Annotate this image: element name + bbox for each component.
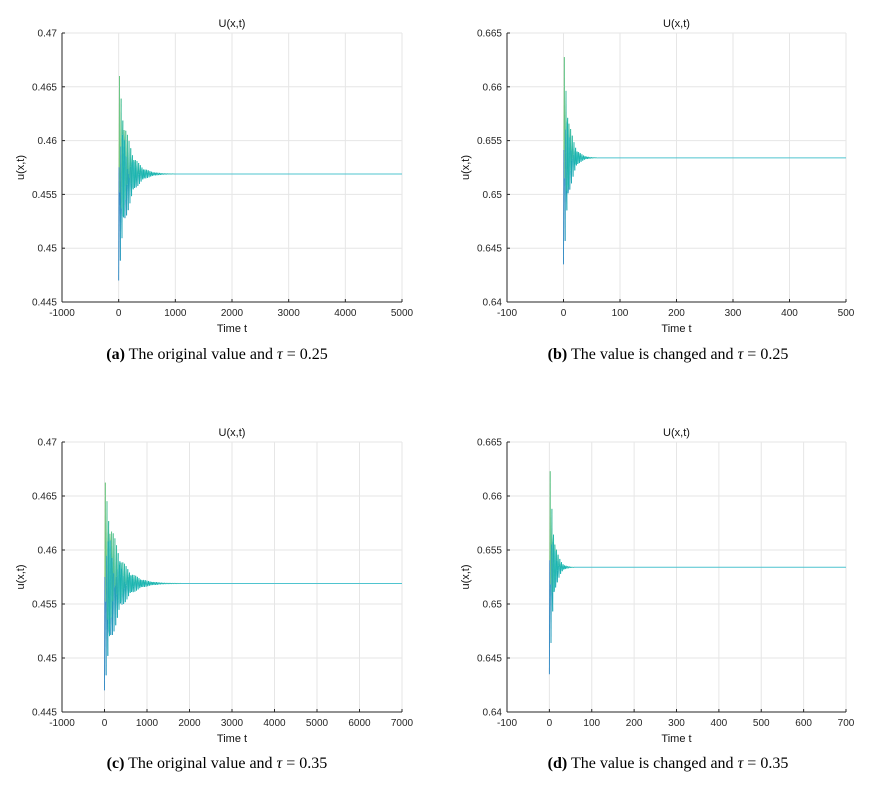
x-tick-label: 6000 (348, 718, 371, 729)
y-tick-label: 0.65 (483, 600, 503, 611)
x-tick-label: 500 (753, 718, 770, 729)
data-series-curve (563, 57, 846, 265)
y-tick-label: 0.47 (38, 29, 58, 40)
x-tick-label: 3000 (278, 308, 301, 319)
caption-text: The value is changed and (570, 346, 734, 363)
x-tick-label: 1000 (164, 308, 187, 319)
x-tick-label: 3000 (221, 718, 244, 729)
y-tick-label: 0.45 (38, 244, 58, 255)
x-tick-label: 600 (795, 718, 812, 729)
chart-panel-b: -100 0 100 200 300 400 500 0.64 0.645 0.65 0.655 0.… (460, 18, 855, 335)
x-tick-label: 4000 (334, 308, 357, 319)
y-axis-label: u(x,t) (460, 564, 472, 589)
x-tick-label: 700 (838, 718, 855, 729)
x-tick-label: 2000 (221, 308, 244, 319)
y-tick-label: 0.45 (38, 654, 58, 665)
x-tick-label: 4000 (263, 718, 286, 729)
x-tick-label: -100 (497, 718, 517, 729)
x-tick-label: 300 (668, 718, 685, 729)
x-tick-label: 5000 (391, 308, 414, 319)
y-axis-label: u(x,t) (460, 155, 472, 180)
x-tick-label: 100 (612, 308, 629, 319)
caption-tau: τ (276, 755, 283, 772)
x-tick-label: 5000 (306, 718, 329, 729)
x-tick-label: -1000 (49, 718, 75, 729)
caption-text: The value is changed and (570, 755, 734, 772)
data-series-curve (548, 471, 846, 675)
caption-tau: τ (277, 346, 283, 363)
x-tick-label: 0 (102, 718, 108, 729)
y-tick-label: 0.465 (32, 82, 57, 93)
y-tick-label: 0.645 (477, 244, 502, 255)
caption-tau: τ (737, 755, 744, 772)
x-tick-label: 2000 (178, 718, 201, 729)
x-tick-label: 200 (668, 308, 685, 319)
y-tick-label: 0.47 (38, 438, 58, 449)
chart-panel-a: -1000 0 1000 2000 3000 4000 5000 0.445 0.45 0.455… (15, 18, 414, 335)
x-tick-label: -100 (497, 308, 517, 319)
caption-value: = 0.35 (747, 755, 789, 772)
caption-value: = 0.35 (286, 755, 328, 772)
x-axis-label: Time t (217, 733, 247, 745)
x-tick-label: 200 (626, 718, 643, 729)
y-tick-label: 0.655 (477, 546, 502, 557)
y-tick-label: 0.645 (477, 654, 502, 665)
x-tick-label: 0 (547, 718, 553, 729)
caption-c: (c) The original value and τ = 0.35 (2, 755, 432, 773)
x-tick-label: 400 (711, 718, 728, 729)
data-series-curve (118, 76, 402, 281)
caption-label: (b) (547, 346, 568, 363)
x-tick-label: 0 (561, 308, 567, 319)
caption-value: = 0.25 (747, 346, 789, 363)
chart-title: U(x,t) (219, 18, 246, 30)
y-tick-label: 0.455 (32, 600, 57, 611)
y-tick-label: 0.66 (483, 82, 503, 93)
x-tick-label: 100 (583, 718, 600, 729)
x-tick-label: 0 (116, 308, 122, 319)
x-tick-label: 500 (838, 308, 855, 319)
x-tick-label: 400 (781, 308, 798, 319)
caption-label: (c) (106, 755, 125, 772)
x-tick-label: 7000 (391, 718, 414, 729)
y-tick-label: 0.65 (483, 190, 503, 201)
y-tick-label: 0.465 (32, 492, 57, 503)
y-tick-label: 0.66 (483, 492, 503, 503)
y-tick-label: 0.64 (483, 298, 503, 309)
caption-d: (d) The value is changed and τ = 0.35 (453, 755, 878, 773)
x-axis-label: Time t (661, 733, 691, 745)
caption-tau: τ (737, 346, 744, 363)
chart-title: U(x,t) (663, 427, 690, 439)
caption-text: The original value and (128, 755, 273, 772)
caption-label: (a) (106, 346, 125, 363)
y-axis-label: u(x,t) (15, 564, 27, 589)
caption-label: (d) (547, 755, 568, 772)
caption-b: (b) The value is changed and τ = 0.25 (453, 346, 878, 364)
y-tick-label: 0.46 (38, 546, 58, 557)
y-tick-label: 0.665 (477, 438, 502, 449)
y-tick-label: 0.46 (38, 136, 58, 147)
y-tick-label: 0.665 (477, 29, 502, 40)
caption-a: (a) The original value and τ = 0.25 (2, 346, 432, 364)
y-tick-label: 0.445 (32, 298, 57, 309)
caption-text: The original value and (128, 346, 273, 363)
caption-value: = 0.25 (286, 346, 328, 363)
y-axis-label: u(x,t) (15, 155, 27, 180)
chart-title: U(x,t) (663, 18, 690, 30)
x-axis-label: Time t (661, 323, 691, 335)
x-tick-label: 1000 (136, 718, 159, 729)
y-tick-label: 0.655 (477, 136, 502, 147)
y-tick-label: 0.64 (483, 708, 503, 719)
chart-panel-c: -1000 0 1000 2000 3000 4000 5000 6000 7000 0.445 0… (15, 427, 414, 745)
chart-panel-d: -100 0 100 200 300 400 500 600 700 0.64 0.645 0.65 0… (460, 427, 855, 745)
x-tick-label: 300 (725, 308, 742, 319)
chart-title: U(x,t) (219, 427, 246, 439)
x-tick-label: -1000 (49, 308, 75, 319)
x-axis-label: Time t (217, 323, 247, 335)
y-tick-label: 0.445 (32, 708, 57, 719)
y-tick-label: 0.455 (32, 190, 57, 201)
data-series-curve (104, 482, 402, 691)
